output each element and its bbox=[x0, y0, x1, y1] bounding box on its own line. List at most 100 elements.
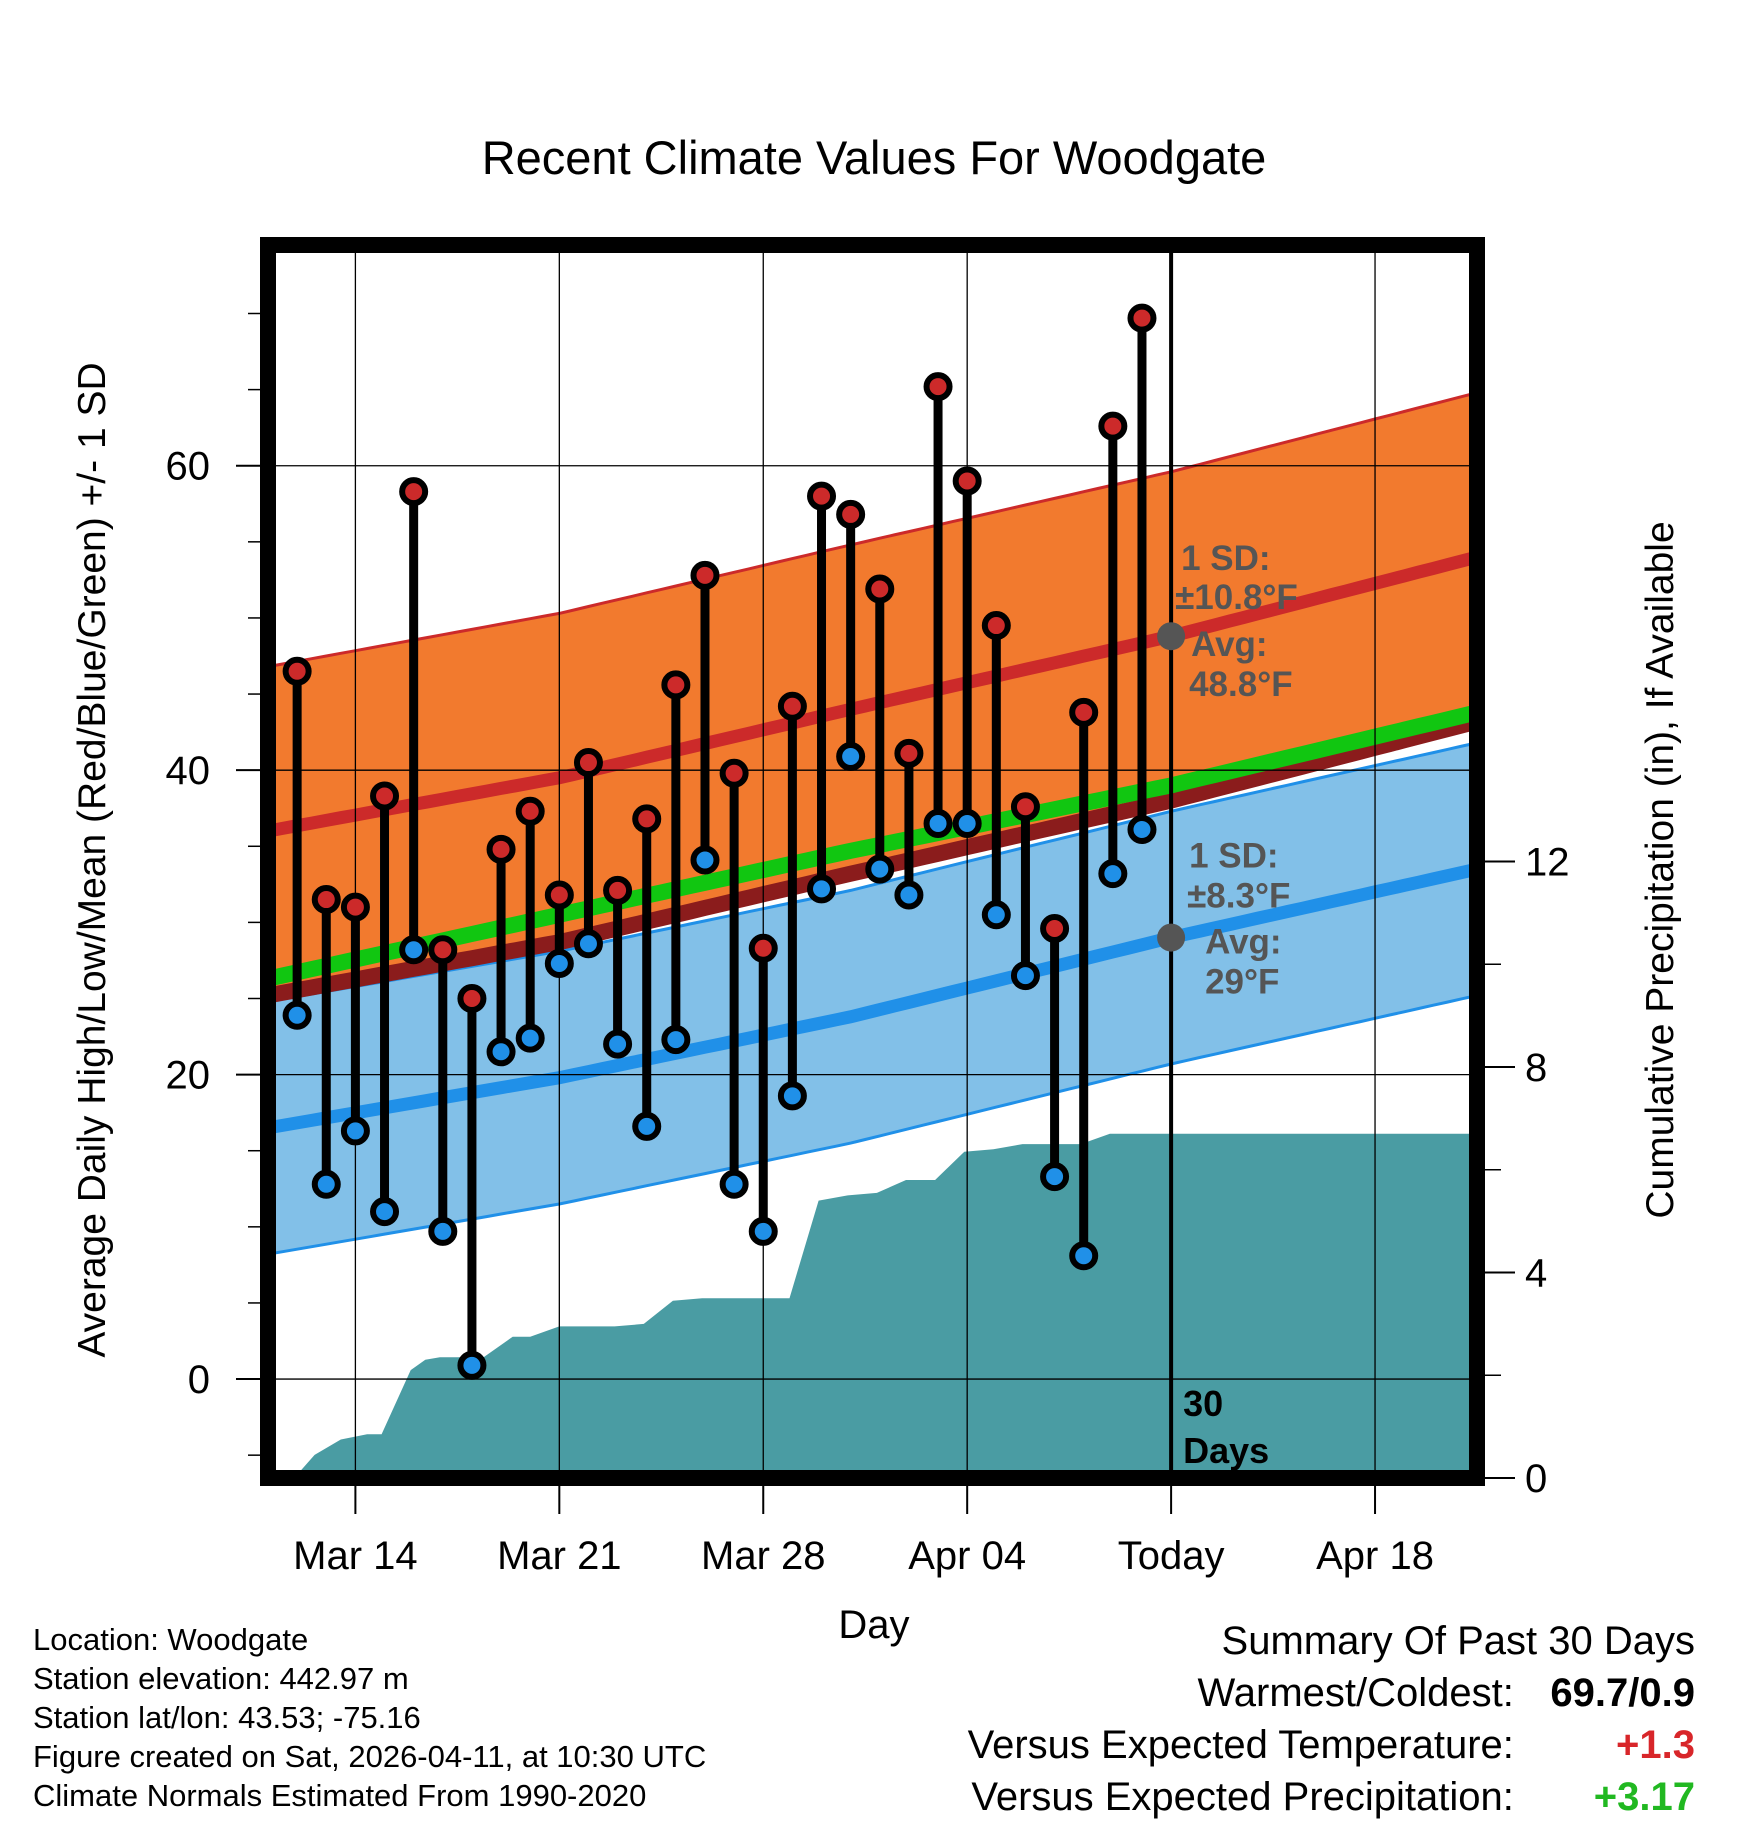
daily-low-point bbox=[894, 880, 924, 910]
daily-high-point bbox=[894, 738, 924, 768]
daily-low-point bbox=[1010, 961, 1040, 991]
daily-high-point bbox=[1010, 792, 1040, 822]
daily-high-point bbox=[603, 875, 633, 905]
x-tick-label: Mar 14 bbox=[293, 1534, 418, 1578]
daily-stems bbox=[292, 318, 1147, 1366]
daily-high-point bbox=[573, 748, 603, 778]
today-label-unit: Days bbox=[1183, 1430, 1269, 1471]
daily-high-point bbox=[748, 933, 778, 963]
high-avg-dot bbox=[1157, 622, 1186, 651]
plot-border bbox=[260, 237, 1485, 1486]
x-axis-label: Day bbox=[838, 1603, 909, 1647]
low-avg-dot bbox=[1157, 923, 1186, 952]
normal-high-line bbox=[268, 550, 1477, 838]
daily-high-point bbox=[486, 834, 516, 864]
daily-low-point bbox=[1069, 1241, 1099, 1271]
daily-low-point bbox=[282, 1000, 312, 1030]
plot-frame bbox=[260, 237, 1485, 1486]
y-axis-label: Average Daily High/Low/Mean (Red/Blue/Gr… bbox=[71, 362, 114, 1357]
daily-low-point bbox=[690, 845, 720, 875]
created-text: Figure created on Sat, 2026-04-11, at 10… bbox=[33, 1739, 707, 1774]
temp-anomaly-label: Versus Expected Temperature: bbox=[967, 1723, 1514, 1767]
daily-high-point bbox=[690, 560, 720, 590]
y-tick-label: 20 bbox=[166, 1054, 211, 1098]
high-sd-upper-line bbox=[268, 391, 1477, 669]
today-marker: 30 Days bbox=[1169, 245, 1269, 1478]
x-tick-label: Mar 28 bbox=[701, 1534, 826, 1578]
x-tick-label: Today bbox=[1118, 1534, 1225, 1578]
daily-low-point bbox=[632, 1111, 662, 1141]
summary-title: Summary Of Past 30 Days bbox=[1221, 1619, 1695, 1663]
precip-anomaly-label: Versus Expected Precipitation: bbox=[971, 1775, 1514, 1819]
daily-low-point bbox=[486, 1037, 516, 1067]
daily-high-point bbox=[340, 892, 370, 922]
y-tick-label: 40 bbox=[166, 749, 211, 793]
daily-low-point bbox=[1098, 859, 1128, 889]
daily-low-point bbox=[981, 900, 1011, 930]
daily-high-point bbox=[719, 758, 749, 788]
summary-panel: Summary Of Past 30 Days Warmest/Coldest:… bbox=[968, 1615, 1695, 1823]
high-sd-label: 1 SD: bbox=[1181, 539, 1270, 578]
x-tick-label: Apr 18 bbox=[1316, 1534, 1434, 1578]
location-text: Location: Woodgate bbox=[33, 1622, 309, 1657]
daily-high-point bbox=[807, 481, 837, 511]
daily-high-point bbox=[632, 804, 662, 834]
daily-high-point bbox=[952, 466, 982, 496]
low-sd-band bbox=[268, 742, 1477, 1255]
low-sd-value: ±8.3°F bbox=[1187, 877, 1290, 916]
station-info: Location: Woodgate Station elevation: 44… bbox=[33, 1620, 706, 1815]
normal-mean-line bbox=[268, 704, 1477, 987]
daily-high-point bbox=[981, 611, 1011, 641]
y2-tick-label: 8 bbox=[1525, 1046, 1547, 1090]
daily-low-point bbox=[952, 808, 982, 838]
warmest-coldest-value: 69.7/0.9 bbox=[1550, 1671, 1695, 1715]
chart-title: Recent Climate Values For Woodgate bbox=[482, 131, 1267, 184]
daily-low-point bbox=[370, 1197, 400, 1227]
y2-tick-label: 0 bbox=[1525, 1457, 1547, 1501]
daily-low-point bbox=[661, 1025, 691, 1055]
daily-low-point bbox=[777, 1081, 807, 1111]
y2-axis-label: Cumulative Precipitation (in), If Availa… bbox=[1639, 521, 1682, 1218]
elevation-text: Station elevation: 442.97 m bbox=[33, 1661, 409, 1696]
y-tick-label: 0 bbox=[188, 1358, 210, 1402]
daily-low-point bbox=[428, 1216, 458, 1246]
daily-low-point bbox=[311, 1169, 341, 1199]
daily-low-point bbox=[865, 854, 895, 884]
daily-high-point bbox=[923, 372, 953, 402]
normal-bands bbox=[268, 391, 1477, 1256]
summary-precipitation: Versus Expected Precipitation: +3.17 bbox=[968, 1771, 1695, 1823]
temp-anomaly-value: +1.3 bbox=[1616, 1723, 1695, 1767]
daily-low-point bbox=[399, 935, 429, 965]
daily-high-point bbox=[370, 781, 400, 811]
precip-anomaly-value: +3.17 bbox=[1593, 1775, 1695, 1819]
daily-low-point bbox=[836, 741, 866, 771]
daily-points bbox=[282, 303, 1157, 1380]
daily-high-point bbox=[1127, 303, 1157, 333]
high-sd-value: ±10.8°F bbox=[1175, 578, 1298, 617]
warmest-coldest-label: Warmest/Coldest: bbox=[1197, 1671, 1514, 1715]
daily-high-point bbox=[544, 880, 574, 910]
daily-low-point bbox=[515, 1023, 545, 1053]
latlon-text: Station lat/lon: 43.53; -75.16 bbox=[33, 1700, 421, 1735]
daily-high-point bbox=[836, 499, 866, 529]
daily-low-point bbox=[1127, 815, 1157, 845]
low-avg-label: Avg: bbox=[1205, 923, 1281, 962]
daily-low-point bbox=[603, 1029, 633, 1059]
daily-low-point bbox=[340, 1116, 370, 1146]
daily-high-point bbox=[515, 796, 545, 826]
daily-low-point bbox=[748, 1216, 778, 1246]
daily-low-point bbox=[573, 929, 603, 959]
daily-high-point bbox=[311, 885, 341, 915]
y-tick-label: 60 bbox=[166, 445, 211, 489]
daily-high-point bbox=[1069, 697, 1099, 727]
today-label-count: 30 bbox=[1183, 1383, 1223, 1424]
low-avg-value: 29°F bbox=[1205, 963, 1279, 1002]
daily-low-point bbox=[457, 1350, 487, 1380]
y2-tick-label: 12 bbox=[1525, 841, 1570, 885]
daily-high-point bbox=[399, 477, 429, 507]
precipitation-area bbox=[294, 1133, 1477, 1478]
daily-low-point bbox=[923, 808, 953, 838]
daily-high-point bbox=[1098, 411, 1128, 441]
